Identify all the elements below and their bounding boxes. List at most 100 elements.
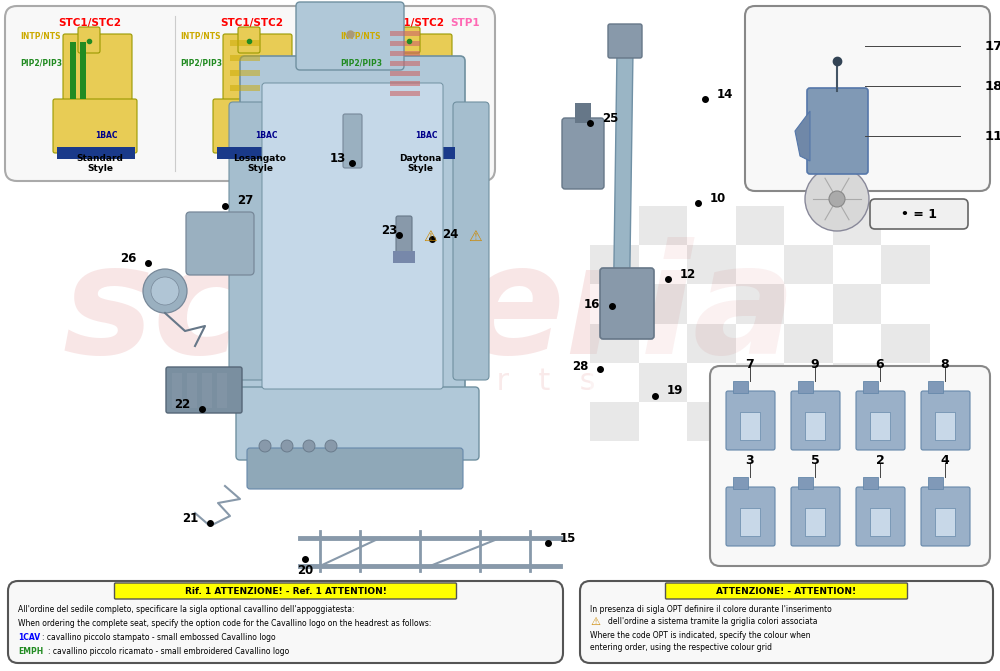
Text: • = 1: • = 1 [901,207,937,221]
Text: STC1/STC2: STC1/STC2 [58,18,122,28]
Text: 10: 10 [710,191,726,205]
FancyBboxPatch shape [8,581,563,663]
Text: 25: 25 [602,111,618,125]
Bar [833,323,881,362]
FancyBboxPatch shape [726,487,775,546]
Text: All'ordine del sedile completo, specificare la sigla optional cavallino dell'app: All'ordine del sedile completo, specific… [18,605,354,613]
Bar [881,245,930,285]
Text: 9: 9 [811,358,819,372]
Bar [575,103,591,123]
FancyBboxPatch shape [791,391,840,450]
FancyBboxPatch shape [262,83,443,389]
FancyBboxPatch shape [213,99,297,153]
Text: 14: 14 [717,87,733,101]
Polygon shape [795,111,810,161]
Bar [687,402,736,441]
Bar [784,245,833,285]
Text: 21: 21 [182,511,198,525]
Text: INTP/NTS: INTP/NTS [180,32,220,40]
Bar [784,362,833,402]
Circle shape [151,277,179,305]
FancyBboxPatch shape [856,487,905,546]
Bar [736,323,784,362]
Bar [590,323,639,362]
Bar [798,477,813,489]
FancyBboxPatch shape [870,199,968,229]
Text: Losangato
Style: Losangato Style [234,154,286,173]
Bar [805,508,825,536]
Text: STC1/STC2: STC1/STC2 [220,18,284,28]
Bar [870,508,890,536]
Bar [784,323,833,362]
Circle shape [259,440,271,452]
FancyBboxPatch shape [53,99,137,153]
Text: c   a   r   p   a   r   t   s: c a r p a r t s [264,366,596,395]
FancyBboxPatch shape [856,391,905,450]
FancyBboxPatch shape [296,2,404,70]
Bar [230,55,260,61]
Text: 26: 26 [120,252,136,264]
Text: dell'ordine a sistema tramite la griglia colori associata: dell'ordine a sistema tramite la griglia… [608,617,818,627]
Text: : cavallino piccolo stampato - small embossed Cavallino logo: : cavallino piccolo stampato - small emb… [42,633,276,641]
Text: 27: 27 [237,195,253,207]
Bar [798,381,813,393]
Bar [217,373,227,408]
FancyBboxPatch shape [921,391,970,450]
Bar [928,381,943,393]
FancyBboxPatch shape [247,448,463,489]
Bar [805,412,825,440]
Text: 11: 11 [985,130,1000,142]
FancyBboxPatch shape [63,34,132,108]
FancyBboxPatch shape [921,487,970,546]
Bar [390,91,420,96]
FancyBboxPatch shape [186,212,254,275]
Bar [230,70,260,76]
Polygon shape [613,51,633,331]
Bar [390,61,420,66]
Bar [833,245,881,285]
Bar [687,206,736,245]
Bar [881,285,930,323]
Bar [390,41,420,46]
Text: Rif. 1 ATTENZIONE! - Ref. 1 ATTENTION!: Rif. 1 ATTENZIONE! - Ref. 1 ATTENTION! [185,586,386,595]
FancyBboxPatch shape [580,581,993,663]
Text: 15: 15 [560,531,576,544]
Text: ⚠: ⚠ [590,617,600,627]
Bar [740,412,760,440]
Circle shape [303,440,315,452]
Text: 4: 4 [941,454,949,468]
Text: INTP/NTS: INTP/NTS [20,32,60,40]
FancyBboxPatch shape [166,367,242,413]
Bar [639,402,687,441]
Text: entering order, using the respective colour grid: entering order, using the respective col… [590,643,772,652]
Bar [687,362,736,402]
Bar [70,42,76,99]
Text: 23: 23 [381,223,397,236]
FancyBboxPatch shape [608,24,642,58]
Bar [390,31,420,36]
Bar [390,51,420,56]
Bar [863,477,878,489]
Text: PIP2/PIP3: PIP2/PIP3 [340,58,382,68]
Text: 20: 20 [297,564,313,578]
Bar [736,402,784,441]
Text: When ordering the complete seat, specify the option code for the Cavallino logo : When ordering the complete seat, specify… [18,619,431,627]
Text: 5: 5 [811,454,819,468]
Bar [639,323,687,362]
FancyBboxPatch shape [396,216,412,255]
Bar [590,362,639,402]
Text: 17: 17 [985,40,1000,52]
Bar [784,402,833,441]
FancyBboxPatch shape [562,118,604,189]
Text: 1BAC: 1BAC [415,132,438,140]
Text: 1BAC: 1BAC [95,132,118,140]
Text: 18: 18 [985,79,1000,93]
Bar [217,147,295,159]
FancyBboxPatch shape [373,99,457,153]
Bar [833,402,881,441]
Text: ATTENZIONE! - ATTENTION!: ATTENZIONE! - ATTENTION! [716,586,857,595]
Text: INTP/NTS: INTP/NTS [340,32,380,40]
Text: 2: 2 [876,454,884,468]
Bar [733,381,748,393]
FancyBboxPatch shape [238,27,260,53]
